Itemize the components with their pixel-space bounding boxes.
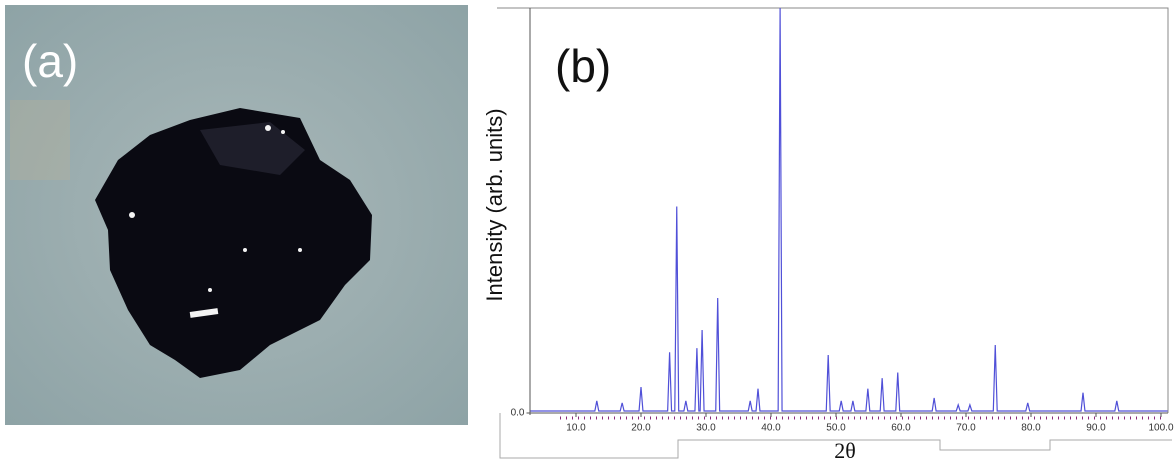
plot-area: 10.0 20.0 30.0 40.0 50.0 60.0 70.0 80.0 90.0 100.… (511, 7, 1174, 434)
x-tick-label: 70.0 (956, 423, 976, 434)
plot-frame (497, 7, 1169, 413)
x-tick-label: 80.0 (1021, 423, 1041, 434)
panel-label: (b) (555, 40, 611, 92)
y-axis-label: Intensity (arb. units) (482, 108, 507, 301)
x-tick-label: 100.0 (1148, 423, 1173, 434)
y-tick-label: 0.0 (511, 408, 525, 419)
crystal-facet (200, 122, 305, 175)
x-tick-label: 60.0 (891, 423, 911, 434)
x-tick-label: 90.0 (1086, 423, 1106, 434)
panel-label: (a) (22, 35, 78, 87)
photo-panel: (a) (5, 5, 468, 425)
x-tick-label: 50.0 (826, 423, 846, 434)
axis-outline (499, 413, 1172, 459)
diffraction-line (530, 7, 1168, 412)
crystal (95, 108, 372, 378)
x-tick-label: 10.0 (566, 423, 586, 434)
x-tick-label: 20.0 (631, 423, 651, 434)
x-tick-label: 30.0 (696, 423, 716, 434)
x-axis-label: 2θ (834, 438, 856, 463)
x-tick-label: 40.0 (761, 423, 781, 434)
photo-patch (10, 100, 70, 180)
xrd-panel: (b) Intensity (arb. units) 2θ 10.0 20.0 30… (482, 7, 1174, 463)
crystal-glints (129, 125, 302, 318)
